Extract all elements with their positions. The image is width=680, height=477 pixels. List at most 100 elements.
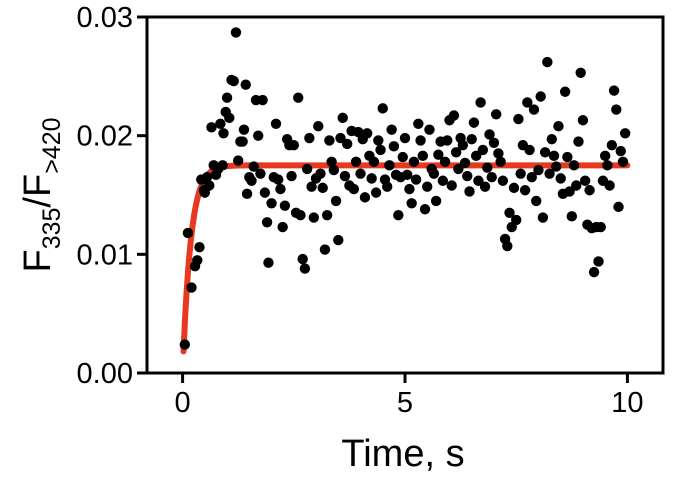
data-point <box>493 148 504 159</box>
data-point <box>224 112 235 124</box>
data-point <box>240 79 251 90</box>
data-point <box>450 147 462 158</box>
data-point <box>337 112 348 124</box>
data-point <box>588 266 600 278</box>
data-point <box>375 144 386 156</box>
data-point <box>490 109 502 120</box>
data-point <box>230 27 242 38</box>
data-point <box>255 168 266 179</box>
data-point <box>546 134 557 145</box>
data-point <box>341 138 353 150</box>
data-point <box>528 104 540 115</box>
data-point <box>577 115 589 126</box>
data-point <box>304 132 315 144</box>
data-point <box>261 217 273 228</box>
data-point <box>279 200 291 211</box>
data-point <box>301 163 313 175</box>
data-point <box>579 175 591 186</box>
data-point <box>477 144 489 156</box>
data-point <box>393 209 404 221</box>
data-point <box>555 173 566 184</box>
data-point <box>241 188 253 200</box>
y-axis-title-main: F <box>17 249 59 272</box>
data-point <box>299 263 311 274</box>
data-point <box>179 339 191 350</box>
data-point <box>533 164 544 176</box>
data-point <box>522 97 533 108</box>
data-point <box>295 209 306 221</box>
data-point <box>519 185 531 196</box>
data-point <box>397 151 408 163</box>
data-point <box>613 201 624 213</box>
data-point <box>297 253 308 265</box>
data-point <box>566 211 578 222</box>
data-point <box>562 151 573 163</box>
data-point <box>617 156 629 167</box>
data-point <box>459 157 471 169</box>
data-point <box>453 163 464 175</box>
data-point <box>368 156 380 167</box>
data-point <box>508 182 520 194</box>
x-axis-title: Time, s <box>341 433 464 475</box>
data-point <box>606 139 618 151</box>
data-point <box>406 198 417 209</box>
data-point <box>602 160 613 171</box>
data-point <box>182 227 194 239</box>
data-point <box>277 221 288 233</box>
data-point <box>275 183 286 195</box>
plot-frame <box>145 15 665 375</box>
data-point <box>415 135 426 146</box>
data-point <box>599 150 611 162</box>
data-point <box>388 141 400 152</box>
data-point <box>373 135 384 146</box>
data-point <box>192 255 203 266</box>
data-point <box>548 150 560 162</box>
data-point <box>366 173 377 184</box>
data-point <box>497 175 509 186</box>
data-point <box>502 240 513 252</box>
y-tick-label: 0.02 <box>77 121 133 153</box>
data-point <box>313 120 324 132</box>
data-point <box>511 214 522 226</box>
data-point <box>330 195 342 207</box>
y-axis-title-sep: /F <box>17 174 59 208</box>
y-tick-label: 0.01 <box>77 239 133 271</box>
data-point <box>553 120 564 132</box>
data-point <box>571 180 582 191</box>
data-point <box>384 160 395 171</box>
data-point <box>246 175 257 186</box>
data-point <box>308 212 320 223</box>
y-axis-title-sub1: 335 <box>38 208 66 250</box>
data-point <box>428 168 440 179</box>
y-tick-label: 0.03 <box>77 2 133 34</box>
data-point <box>355 168 366 179</box>
data-point <box>270 118 282 129</box>
data-point <box>419 204 431 215</box>
data-point <box>238 124 250 135</box>
data-point <box>286 170 297 182</box>
data-point <box>466 134 477 145</box>
y-axis-title: F335/F>420 <box>17 117 66 272</box>
data-point <box>217 160 228 171</box>
data-point <box>361 128 373 139</box>
data-point <box>479 181 491 192</box>
data-point <box>263 257 274 268</box>
data-point <box>410 174 422 185</box>
data-point <box>608 85 620 96</box>
data-point <box>422 181 433 192</box>
data-point <box>402 169 413 181</box>
data-point <box>399 132 411 144</box>
data-point <box>504 207 515 218</box>
data-point <box>201 172 213 183</box>
data-point <box>524 144 535 156</box>
data-point <box>350 156 362 167</box>
data-point <box>439 156 451 167</box>
data-point <box>575 67 586 78</box>
data-point <box>370 187 382 198</box>
data-point <box>348 183 360 195</box>
data-point <box>326 156 337 167</box>
y-axis-title-sub2: >420 <box>38 117 66 173</box>
data-point <box>257 94 268 106</box>
data-point <box>319 244 331 255</box>
data-point <box>333 234 344 246</box>
